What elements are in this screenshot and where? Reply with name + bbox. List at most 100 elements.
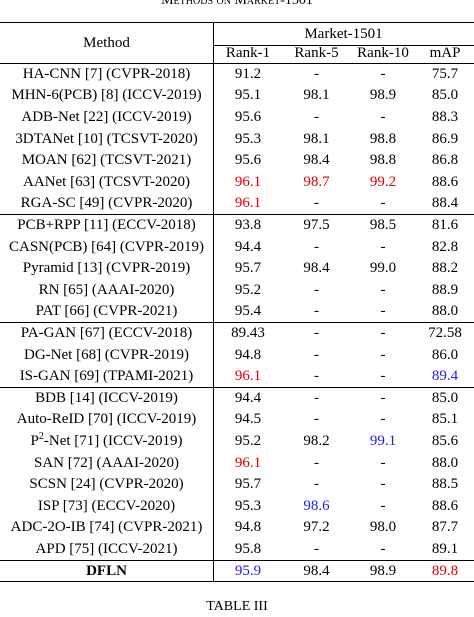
value-cell: - [380, 454, 386, 471]
value-cell: 98.9 [369, 87, 397, 104]
value-cell: 95.9 [234, 562, 262, 579]
value-cell: - [380, 195, 386, 212]
method-cell: ADB-Net [22] (ICCV-2019) [21, 109, 192, 125]
value-cell: 93.8 [234, 217, 262, 233]
value-cell: - [380, 303, 386, 320]
value-cell: - [380, 65, 386, 82]
value-cell: 98.4 [303, 152, 330, 169]
value-cell: 88.0 [431, 454, 459, 471]
value-cell: 88.3 [431, 109, 459, 125]
value-cell: 85.0 [431, 389, 459, 406]
method-cell: P2-Net [71] (ICCV-2019) [0, 431, 213, 451]
value-cell: 86.9 [431, 130, 459, 147]
method-cell: ADC-2O-IB [74] (CVPR-2021) [10, 519, 203, 536]
value-cell: - [380, 389, 386, 406]
caption-bottom: TABLE III [206, 599, 268, 614]
value-cell: - [314, 411, 319, 428]
value-cell: 86.0 [431, 346, 459, 363]
value-cell: - [314, 195, 319, 212]
value-cell: 99.1 [369, 433, 397, 449]
value-cell: 88.6 [431, 173, 459, 190]
header-metric: mAP [429, 45, 461, 61]
value-cell: 88.4 [431, 195, 459, 212]
value-cell: - [380, 411, 386, 428]
value-cell: 89.1 [431, 541, 459, 557]
value-cell: 85.0 [431, 87, 459, 104]
value-cell: 94.4 [234, 389, 262, 406]
value-cell: 88.9 [431, 281, 459, 298]
method-cell: MHN-6(PCB) [8] (ICCV-2019) [11, 87, 202, 104]
column-divider [213, 22, 214, 582]
method-sup: 2 [38, 431, 44, 442]
method-cell: RN [65] (AAAI-2020) [38, 281, 175, 298]
value-cell: 98.4 [303, 562, 330, 579]
value-cell: 98.2 [303, 433, 330, 449]
value-cell: - [314, 454, 319, 471]
method-cell: IS-GAN [69] (TPAMI-2021) [19, 368, 194, 385]
value-cell: 89.43 [231, 325, 265, 341]
method-cell: PCB+RPP [11] (ECCV-2018) [17, 217, 196, 233]
value-cell: 88.2 [431, 260, 459, 277]
value-cell: 97.2 [303, 519, 330, 536]
value-cell: 91.2 [234, 65, 262, 82]
method-cell: ISP [73] (ECCV-2020) [37, 497, 176, 514]
rule [0, 22, 474, 23]
method-cell: DFLN [86, 562, 127, 579]
method-cell: HA-CNN [7] (CVPR-2018) [22, 65, 191, 82]
value-cell: 96.1 [234, 454, 262, 471]
method-cell: BDB [14] (ICCV-2019) [35, 389, 178, 406]
method-cell: AANet [63] (TCSVT-2020) [23, 173, 190, 190]
value-cell: 98.4 [303, 260, 330, 277]
value-cell: 98.8 [369, 152, 397, 169]
value-cell: 95.1 [234, 87, 262, 104]
value-cell: - [380, 281, 386, 298]
value-cell: 98.5 [369, 217, 397, 233]
value-cell: 98.8 [369, 130, 397, 147]
value-cell: 72.58 [428, 325, 462, 341]
value-cell: 95.7 [234, 476, 262, 493]
value-cell: 99.2 [369, 173, 397, 190]
header-dataset: Market-1501 [304, 26, 383, 42]
method-cell: PAT [66] (CVPR-2021) [35, 303, 178, 320]
value-cell: 94.5 [234, 411, 262, 428]
value-cell: 96.1 [234, 173, 262, 190]
value-cell: - [380, 346, 386, 363]
value-cell: 88.0 [431, 303, 459, 320]
rule [0, 63, 474, 64]
value-cell: 89.8 [431, 562, 459, 579]
value-cell: - [314, 238, 319, 255]
value-cell: - [380, 325, 386, 341]
value-cell: 95.2 [234, 281, 262, 298]
value-cell: - [380, 368, 386, 385]
value-cell: 88.5 [431, 476, 459, 493]
method-cell: SCSN [24] (CVPR-2020) [29, 476, 184, 493]
caption-top: Methods on Market-1501 [161, 0, 313, 8]
method-cell: Pyramid [13] (CVPR-2019) [22, 260, 191, 277]
value-cell: 75.7 [431, 65, 459, 82]
value-cell: 85.1 [431, 411, 459, 428]
method-base: P [30, 433, 39, 449]
value-cell: 89.4 [431, 368, 459, 385]
method-cell: Auto-ReID [70] (ICCV-2019) [16, 411, 197, 428]
method-cell: APD [75] (ICCV-2021) [35, 541, 178, 557]
value-cell: 94.8 [234, 346, 262, 363]
rule [0, 581, 474, 583]
value-cell: 86.8 [431, 152, 459, 169]
value-cell: - [380, 497, 386, 514]
value-cell: 95.3 [234, 130, 262, 147]
method-cell: DG-Net [68] (CVPR-2019) [24, 346, 189, 363]
value-cell: 98.9 [369, 562, 397, 579]
value-cell: - [314, 541, 319, 557]
header-method: Method [83, 34, 130, 51]
value-cell: 85.6 [431, 433, 459, 449]
value-cell: - [314, 325, 319, 341]
value-cell: 95.4 [234, 303, 262, 320]
value-cell: 95.3 [234, 497, 262, 514]
rule [0, 559, 474, 561]
header-metric: Rank-1 [225, 45, 271, 61]
method-tail: -Net [71] (ICCV-2019) [43, 433, 183, 449]
value-cell: 98.1 [303, 87, 330, 104]
header-metric: Rank-10 [357, 45, 409, 61]
value-cell: 98.6 [303, 497, 330, 514]
